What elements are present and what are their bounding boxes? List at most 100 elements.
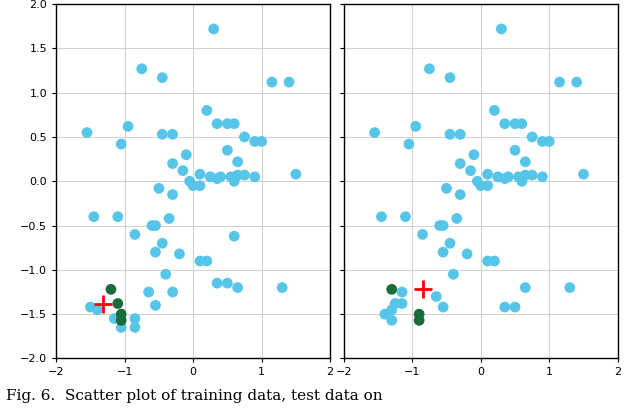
Point xyxy=(387,286,397,293)
Point xyxy=(503,173,513,180)
Point xyxy=(424,66,434,72)
Point xyxy=(482,171,492,178)
Point xyxy=(397,289,407,295)
Point xyxy=(188,183,198,189)
Point xyxy=(482,258,492,265)
Point xyxy=(517,178,527,185)
Point xyxy=(212,176,222,182)
Point xyxy=(202,258,212,265)
Point xyxy=(161,271,171,278)
Point xyxy=(475,183,485,189)
Point xyxy=(449,271,459,278)
Point xyxy=(544,138,554,145)
Point xyxy=(116,317,126,324)
Point xyxy=(414,311,424,318)
Point xyxy=(222,280,232,286)
Point xyxy=(284,79,294,85)
Point xyxy=(89,213,99,220)
Point xyxy=(520,159,530,165)
Point xyxy=(147,222,157,229)
Point xyxy=(431,293,441,300)
Point xyxy=(202,107,212,114)
Point xyxy=(116,311,126,318)
Point xyxy=(233,172,243,178)
Point xyxy=(387,307,397,313)
Point xyxy=(182,152,192,158)
Point xyxy=(229,233,239,239)
Point xyxy=(510,147,520,154)
Point xyxy=(205,173,215,180)
Point xyxy=(380,311,390,318)
Point xyxy=(106,286,116,293)
Point xyxy=(390,300,400,307)
Point xyxy=(92,307,102,313)
Point xyxy=(469,152,479,158)
Point xyxy=(565,284,575,291)
Point xyxy=(150,249,160,255)
Point xyxy=(130,231,140,238)
Point xyxy=(157,240,167,246)
Point xyxy=(537,138,547,145)
Point xyxy=(240,134,250,140)
Point xyxy=(195,171,205,178)
Point xyxy=(456,160,466,167)
Point xyxy=(291,171,301,178)
Point xyxy=(445,240,455,246)
Point xyxy=(277,284,287,291)
Point xyxy=(555,79,565,85)
Point xyxy=(456,131,466,138)
Point xyxy=(404,141,414,147)
Point xyxy=(98,300,108,307)
Point xyxy=(520,284,530,291)
Point xyxy=(178,167,188,174)
Point xyxy=(113,213,123,220)
Point xyxy=(82,129,92,136)
Point xyxy=(411,123,421,130)
Point xyxy=(417,231,427,238)
Point xyxy=(233,284,243,291)
Point xyxy=(417,286,427,293)
Point xyxy=(154,185,164,192)
Point xyxy=(185,178,195,185)
Point xyxy=(164,215,174,222)
Point xyxy=(137,66,147,72)
Point xyxy=(500,120,510,127)
Point xyxy=(123,123,133,130)
Point xyxy=(414,317,424,324)
Point xyxy=(438,222,448,229)
Point xyxy=(233,159,243,165)
Point xyxy=(267,79,277,85)
Point xyxy=(116,324,126,331)
Point xyxy=(438,249,448,255)
Point xyxy=(456,191,466,198)
Point xyxy=(222,120,232,127)
Point xyxy=(240,172,250,178)
Point xyxy=(527,172,537,178)
Point xyxy=(116,141,126,147)
Point xyxy=(168,131,178,138)
Point xyxy=(537,173,547,180)
Point xyxy=(493,173,503,180)
Point xyxy=(369,129,379,136)
Point xyxy=(496,26,506,32)
Point xyxy=(144,289,154,295)
Point xyxy=(510,120,520,127)
Point xyxy=(397,300,407,307)
Point xyxy=(452,215,462,222)
Point xyxy=(168,191,178,198)
Point xyxy=(438,304,448,310)
Point xyxy=(85,304,95,310)
Point xyxy=(150,222,160,229)
Text: Fig. 6.  Scatter plot of training data, test data on: Fig. 6. Scatter plot of training data, t… xyxy=(6,389,383,403)
Point xyxy=(376,213,386,220)
Point xyxy=(387,317,397,324)
Point xyxy=(229,120,239,127)
Point xyxy=(442,185,452,192)
Point xyxy=(222,147,232,154)
Point xyxy=(527,134,537,140)
Point xyxy=(250,138,260,145)
Point xyxy=(208,26,218,32)
Point xyxy=(482,183,492,189)
Point xyxy=(572,79,582,85)
Point xyxy=(168,289,178,295)
